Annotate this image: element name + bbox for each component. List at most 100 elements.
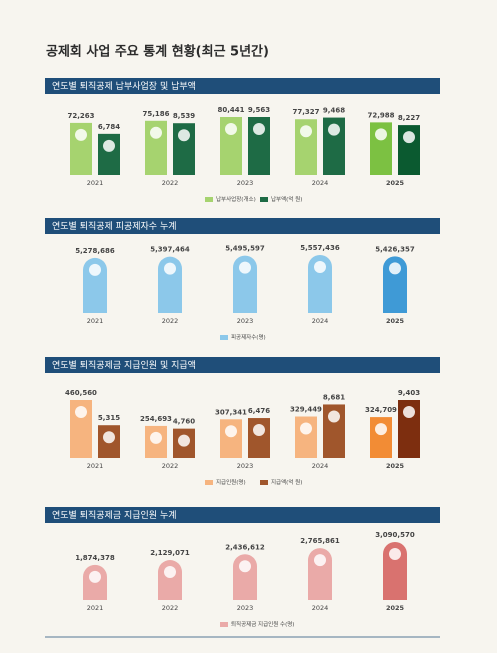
x-tick-label: 2021	[87, 317, 104, 325]
legend-swatch	[205, 480, 213, 485]
bar-icon	[89, 570, 101, 583]
panel-title: 연도별 퇴직공제금 지급인원 및 지급액	[52, 359, 196, 371]
bar	[383, 542, 407, 600]
bar-icon	[375, 128, 387, 141]
bar-icon	[103, 431, 115, 444]
value-label: 2,765,861	[300, 537, 340, 545]
legend-label: 납부액(억 원)	[271, 195, 302, 203]
x-tick-label: 2022	[162, 179, 179, 187]
x-tick-label: 2025	[386, 317, 405, 325]
value-label: 80,441	[217, 106, 244, 114]
bar-icon	[239, 261, 251, 274]
value-label: 2,436,612	[225, 543, 265, 551]
bar-icon	[300, 125, 312, 138]
value-label: 5,397,464	[150, 246, 190, 254]
x-tick-label: 2022	[162, 462, 179, 470]
value-label: 5,557,436	[300, 244, 340, 252]
x-tick-label: 2024	[312, 462, 329, 470]
value-label: 8,539	[173, 112, 195, 120]
bar	[220, 419, 242, 458]
bar-icon	[75, 128, 87, 141]
value-label: 9,403	[398, 389, 420, 397]
bar	[248, 117, 270, 175]
bar-icon	[103, 139, 115, 152]
x-tick-label: 2025	[386, 462, 405, 470]
bar-icon	[150, 431, 162, 444]
legend-label: 지급인원(명)	[216, 478, 246, 486]
value-label: 72,988	[367, 111, 394, 119]
value-label: 254,693	[140, 415, 172, 423]
bar-icon	[164, 566, 176, 579]
bar	[158, 256, 182, 313]
panel-title: 연도별 퇴직공제금 지급인원 누계	[52, 509, 177, 521]
bar	[83, 257, 107, 313]
value-label: 6,784	[98, 123, 120, 131]
legend-label: 납부사업장(개소)	[216, 195, 256, 203]
panel-header	[45, 507, 440, 523]
bar-icon	[403, 406, 415, 418]
value-label: 307,341	[215, 408, 247, 416]
bar-icon	[389, 548, 401, 560]
bar	[158, 560, 182, 600]
x-tick-label: 2025	[386, 179, 405, 187]
x-tick-label: 2024	[312, 604, 329, 612]
bar-icon	[253, 123, 265, 135]
bar	[233, 255, 257, 313]
bar	[248, 418, 270, 458]
bar-icon	[328, 410, 340, 423]
panel-title: 연도별 퇴직공제 피공제자수 누계	[52, 220, 177, 232]
bar-icon	[150, 126, 162, 139]
x-tick-label: 2023	[237, 317, 254, 325]
value-label: 2,129,071	[150, 549, 190, 557]
bar-icon	[75, 406, 87, 418]
legend-label: 피공제자수(명)	[231, 333, 266, 341]
bar-icon	[314, 261, 326, 273]
bar-icon	[375, 423, 387, 436]
bar-icon	[389, 262, 401, 275]
legend-swatch	[205, 197, 213, 202]
x-tick-label: 2024	[312, 179, 329, 187]
x-tick-label: 2024	[312, 317, 329, 325]
x-tick-label: 2025	[386, 604, 405, 612]
legend-swatch	[260, 197, 268, 202]
bar-icon	[403, 131, 415, 144]
bar-icon	[225, 123, 237, 135]
bar-icon	[239, 560, 251, 573]
legend-swatch	[260, 480, 268, 485]
panel-header	[45, 78, 440, 94]
legend-swatch	[220, 335, 228, 340]
bar-icon	[300, 422, 312, 435]
value-label: 8,227	[398, 114, 420, 122]
value-label: 5,278,686	[75, 247, 115, 255]
legend-label: 지급액(억 원)	[271, 478, 302, 486]
value-label: 3,090,570	[375, 531, 415, 539]
x-tick-label: 2021	[87, 179, 104, 187]
value-label: 4,760	[173, 418, 195, 426]
value-label: 6,476	[248, 407, 270, 415]
bar-icon	[253, 424, 265, 437]
value-label: 5,426,357	[375, 245, 415, 253]
value-label: 8,681	[323, 393, 345, 401]
bar-icon	[314, 554, 326, 567]
panel-title: 연도별 퇴직공제 납부사업장 및 납부액	[52, 80, 196, 92]
bar-icon	[89, 263, 101, 276]
bar-icon	[164, 262, 176, 275]
x-tick-label: 2023	[237, 462, 254, 470]
value-label: 9,563	[248, 106, 270, 114]
value-label: 77,327	[292, 108, 319, 116]
bar	[383, 256, 407, 313]
value-label: 329,449	[290, 406, 322, 414]
value-label: 324,709	[365, 406, 397, 414]
x-tick-label: 2021	[87, 462, 104, 470]
panel-header	[45, 357, 440, 373]
value-label: 460,560	[65, 389, 97, 397]
value-label: 72,263	[67, 112, 94, 120]
value-label: 75,186	[142, 110, 169, 118]
x-tick-label: 2022	[162, 604, 179, 612]
bar	[308, 548, 332, 600]
bar-icon	[328, 123, 340, 136]
legend-label: 퇴직공제금 지급인원 수(명)	[231, 620, 294, 628]
bar	[398, 400, 420, 458]
panel-header	[45, 218, 440, 234]
